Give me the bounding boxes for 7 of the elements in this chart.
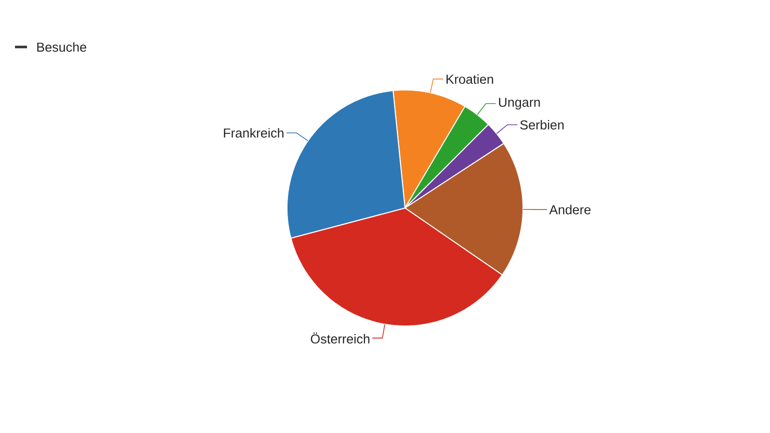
- slice-label: Kroatien: [446, 74, 494, 84]
- slice-label: Besuche: [37, 42, 86, 52]
- slice-label: Frankreich: [224, 128, 284, 138]
- slice-label: Serbien: [520, 120, 564, 130]
- slice-label: Andere: [549, 204, 591, 214]
- slice-label: Österreich: [310, 332, 370, 344]
- slice-label: Ungarn: [499, 98, 540, 110]
